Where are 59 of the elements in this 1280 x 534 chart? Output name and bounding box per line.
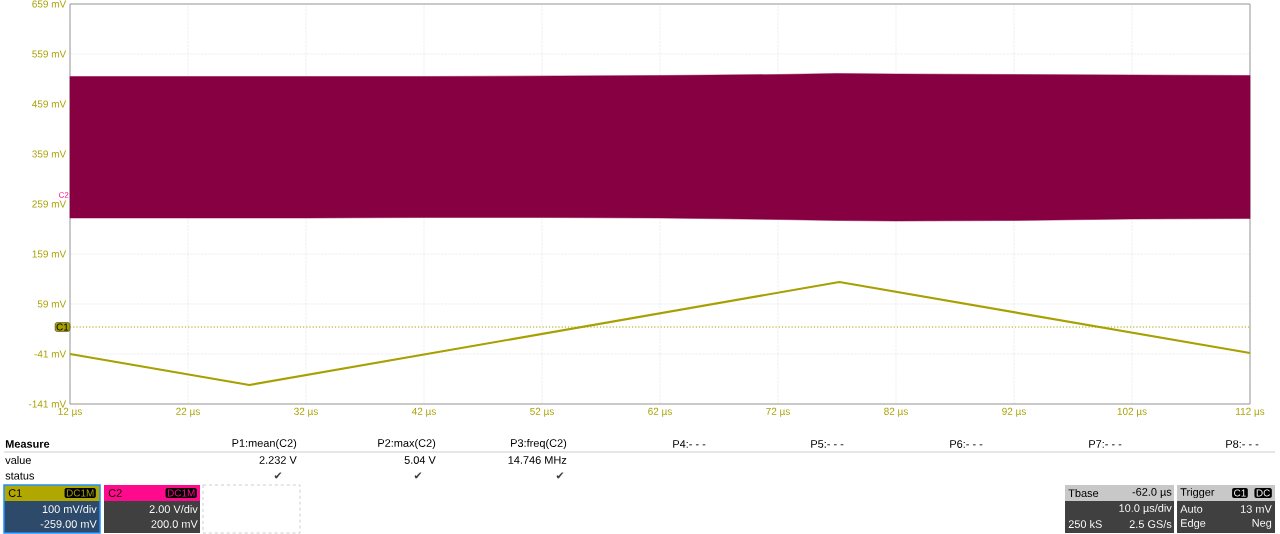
text: Trigger <box>1180 487 1215 499</box>
y-tick-label: 159 mV <box>32 250 67 258</box>
x-tick-label: 72 µs <box>766 407 790 417</box>
x-tick-label: 12 µs <box>58 407 82 417</box>
x-tick-label: 52 µs <box>530 407 554 417</box>
text: P1:mean(C2) <box>232 438 297 450</box>
text: P4:- - - <box>673 440 706 448</box>
text: DC1M <box>167 489 195 497</box>
text: P5:- - - <box>811 440 844 448</box>
text: ✔ <box>556 472 564 479</box>
text: DC <box>1256 489 1270 497</box>
text: 2.00 V/div <box>149 504 198 514</box>
text: C2 <box>108 489 122 497</box>
text: Auto <box>1180 505 1203 513</box>
x-tick-label: 42 µs <box>411 407 436 417</box>
text: Tbase <box>1068 488 1099 498</box>
x-tick-label: 22 µs <box>176 407 200 417</box>
text: Measure <box>5 440 50 448</box>
text: P6:- - - <box>950 440 983 448</box>
text: 14.746 MHz <box>508 456 567 464</box>
text: P8:- - - <box>1226 440 1259 448</box>
text: 13 mV <box>1240 505 1272 513</box>
x-tick-label: 102 µs <box>1117 407 1147 417</box>
text: 10.0 µs/div <box>1119 503 1172 515</box>
text: ✔ <box>274 472 282 479</box>
text: 5.04 V <box>404 456 436 464</box>
text: C1 <box>8 489 22 497</box>
text: 250 kS <box>1068 519 1102 529</box>
y-tick-label: -141 mV <box>28 400 67 408</box>
y-tick-label: 59 mV <box>37 300 67 308</box>
text: P7:- - - <box>1089 440 1122 448</box>
text: -62.0 µs <box>1132 488 1172 498</box>
text: P2:max(C2) <box>378 438 436 450</box>
y-tick-label: 359 mV <box>32 150 67 158</box>
text: value <box>5 455 31 465</box>
x-tick-label: 32 µs <box>294 407 318 417</box>
line-series <box>68 280 1252 387</box>
text: status <box>5 472 35 480</box>
text: Neg <box>1252 519 1272 529</box>
x-tick-label: 92 µs <box>1002 407 1026 417</box>
y-tick-label: 259 mV <box>32 200 67 208</box>
text: Edge <box>1181 518 1206 530</box>
y-tick-label: -41 mV <box>34 350 67 358</box>
text: -259.00 mV <box>40 520 97 528</box>
text: 100 mV/div <box>42 504 97 514</box>
text: ✔ <box>414 472 422 479</box>
y-tick-label: 459 mV <box>32 100 67 108</box>
ref-line-label: C1 <box>56 323 69 331</box>
x-tick-label: 62 µs <box>648 407 672 417</box>
text: P3:freq(C2) <box>511 438 567 450</box>
y-tick-label: 659 mV <box>32 0 67 8</box>
text: 2.232 V <box>259 456 297 464</box>
y-tick-label: 559 mV <box>32 50 67 58</box>
text: 200.0 mV <box>151 520 198 528</box>
text: DC1M <box>66 489 94 497</box>
text: 2.5 GS/s <box>1129 519 1172 529</box>
x-tick-label: 82 µs <box>884 407 908 417</box>
x-tick-label: 112 µs <box>1236 407 1265 417</box>
text: C1 <box>1234 489 1246 497</box>
